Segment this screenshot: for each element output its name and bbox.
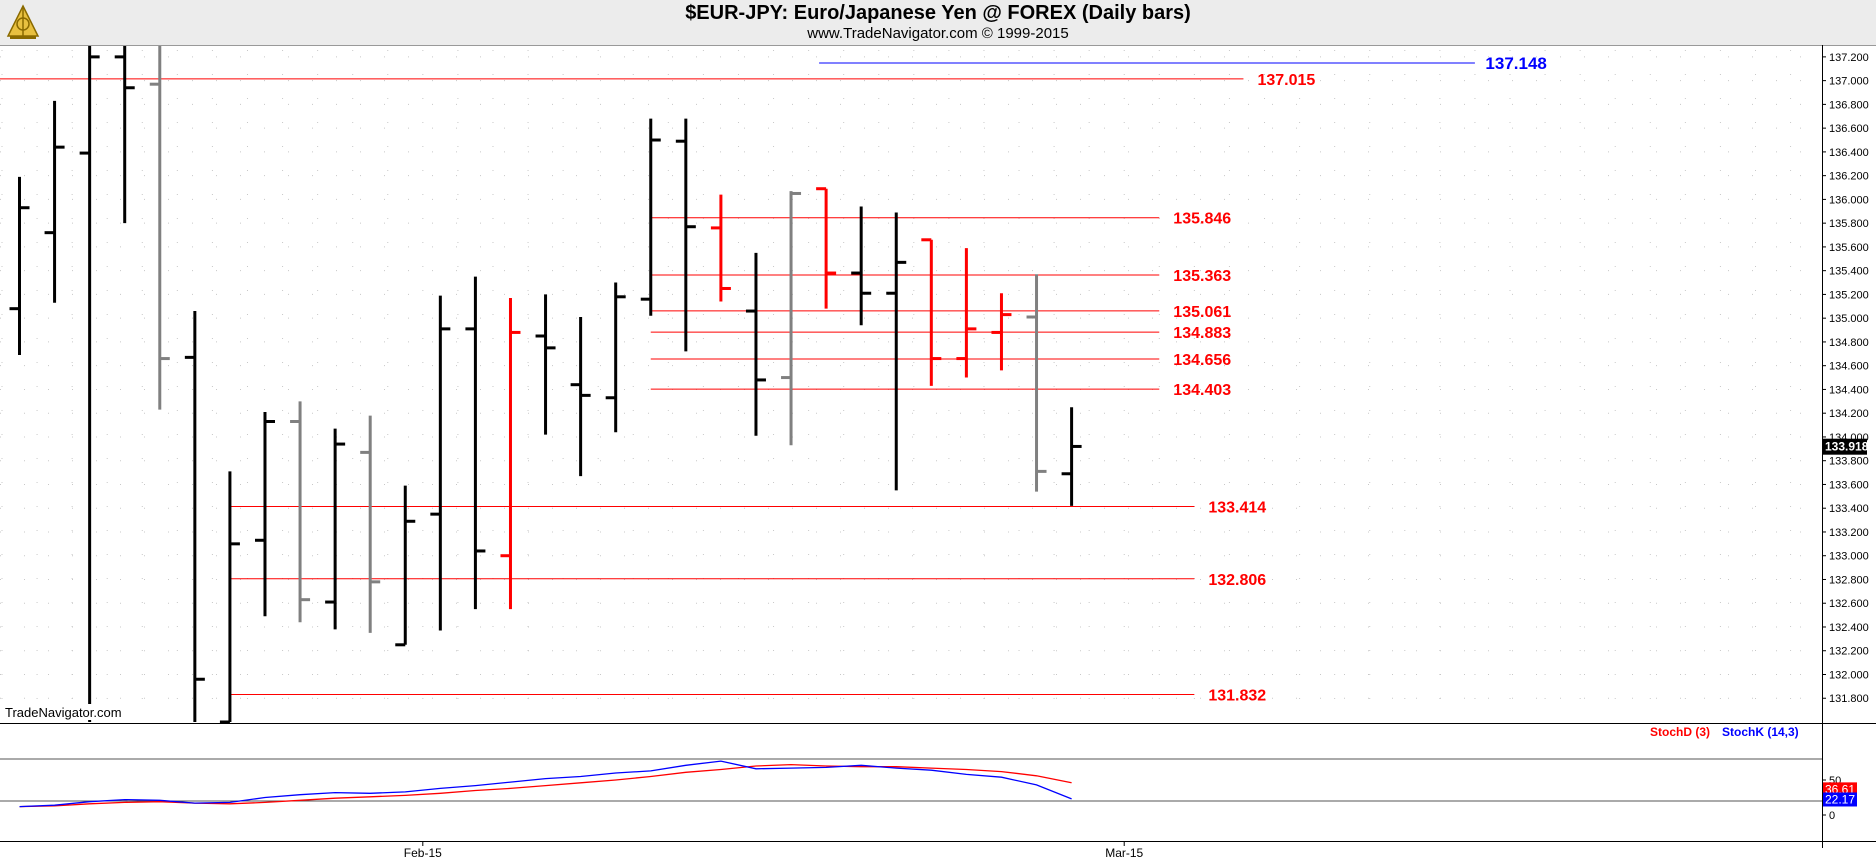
watermark-text: TradeNavigator.com bbox=[5, 705, 122, 720]
y-tick-label: 132.000 bbox=[1829, 669, 1869, 681]
stoch-legend-item: StochK (14,3) bbox=[1722, 725, 1799, 739]
ohlc-bar bbox=[921, 238, 942, 386]
y-tick-label: 136.200 bbox=[1829, 171, 1869, 183]
y-tick-label: 135.600 bbox=[1829, 242, 1869, 254]
ohlc-bar bbox=[430, 295, 451, 631]
x-tick-label: Mar-15 bbox=[1105, 846, 1143, 860]
tradenavigator-logo-icon bbox=[6, 4, 40, 39]
y-tick-label: 134.600 bbox=[1829, 361, 1869, 373]
ohlc-bar bbox=[816, 187, 837, 309]
stoch-series-line bbox=[19, 763, 1072, 808]
ohlc-bar bbox=[851, 206, 872, 326]
y-tick-label: 132.600 bbox=[1829, 598, 1869, 610]
y-tick-label: 134.200 bbox=[1829, 408, 1869, 420]
ohlc-bar bbox=[886, 212, 907, 491]
ohlc-bar bbox=[570, 316, 591, 477]
level-label: 137.015 bbox=[1257, 72, 1315, 89]
y-tick-label: 136.400 bbox=[1829, 147, 1869, 159]
level-label: 134.656 bbox=[1173, 352, 1231, 369]
ohlc-bar bbox=[640, 118, 661, 316]
ohlc-bar bbox=[500, 297, 521, 610]
y-tick-label: 137.000 bbox=[1829, 76, 1869, 88]
y-tick-label: 133.000 bbox=[1829, 551, 1869, 563]
level-label: 135.363 bbox=[1173, 268, 1231, 285]
last-price-box bbox=[1823, 438, 1867, 455]
y-tick-label: 134.400 bbox=[1829, 384, 1869, 396]
ohlc-bar bbox=[1026, 274, 1047, 492]
chart-subtitle: www.TradeNavigator.com © 1999-2015 bbox=[807, 25, 1069, 42]
stoch-legend-item: StochD (3) bbox=[1650, 725, 1710, 739]
high-level-label: 137.148 bbox=[1485, 54, 1546, 73]
ohlc-bar bbox=[465, 276, 486, 610]
chart-title: $EUR-JPY: Euro/Japanese Yen @ FOREX (Dai… bbox=[685, 2, 1191, 24]
y-tick-label: 132.400 bbox=[1829, 622, 1869, 634]
ohlc-bar bbox=[745, 252, 766, 436]
level-label: 132.806 bbox=[1208, 572, 1266, 589]
last-price-label: 133.918 bbox=[1825, 440, 1869, 454]
ohlc-bar bbox=[1061, 407, 1082, 506]
ohlc-bar bbox=[781, 191, 802, 446]
price-axis: 137.200 137.000 136.800 136.600 136.400 136.2… bbox=[2, 52, 1869, 720]
ohlc-bar bbox=[675, 118, 696, 352]
level-label: 135.846 bbox=[1173, 211, 1231, 228]
stoch-y-tick-label: 0 bbox=[1829, 810, 1835, 822]
ohlc-bar bbox=[114, 46, 135, 224]
stoch-series-line bbox=[19, 760, 1072, 808]
level-label: 131.832 bbox=[1208, 687, 1266, 704]
y-tick-label: 133.400 bbox=[1829, 503, 1869, 515]
ohlc-bar bbox=[9, 176, 30, 355]
stochK-value-box bbox=[1823, 792, 1857, 807]
ohlc-bar bbox=[149, 46, 170, 410]
y-tick-label: 133.600 bbox=[1829, 479, 1869, 491]
price-levels: 137.015 135.846 135.363 135.061 134.883 134.6… bbox=[0, 54, 1547, 704]
ohlc-bar bbox=[290, 401, 311, 623]
ohlc-bar bbox=[79, 46, 100, 722]
price-grid bbox=[0, 45, 1876, 848]
y-tick-label: 136.000 bbox=[1829, 194, 1869, 206]
y-tick-label: 135.400 bbox=[1829, 266, 1869, 278]
title-bar bbox=[0, 0, 1876, 45]
y-tick-label: 135.800 bbox=[1829, 218, 1869, 230]
y-tick-label: 132.200 bbox=[1829, 646, 1869, 658]
ohlc-bar bbox=[710, 194, 731, 302]
ohlc-bar bbox=[254, 412, 275, 617]
ohlc-bar bbox=[395, 485, 416, 647]
y-tick-label: 134.800 bbox=[1829, 337, 1869, 349]
ohlc-bar bbox=[360, 415, 381, 633]
y-tick-label: 136.800 bbox=[1829, 99, 1869, 111]
stochK-value-label: 22.17 bbox=[1825, 792, 1855, 806]
y-tick-label: 135.000 bbox=[1829, 313, 1869, 325]
ohlc-bar bbox=[535, 294, 556, 435]
watermark-bg bbox=[2, 704, 124, 720]
level-label: 134.883 bbox=[1173, 325, 1231, 342]
y-tick-label: 136.600 bbox=[1829, 123, 1869, 135]
x-axis: Feb-15 Mar-15 bbox=[404, 841, 1144, 860]
ohlc-bar bbox=[605, 282, 626, 433]
ohlc-bar bbox=[219, 471, 240, 724]
x-tick-label: Feb-15 bbox=[404, 846, 442, 860]
y-tick-label: 137.200 bbox=[1829, 52, 1869, 64]
y-tick-label: 133.800 bbox=[1829, 456, 1869, 468]
ohlc-bar bbox=[991, 293, 1012, 371]
level-label: 135.061 bbox=[1173, 304, 1231, 321]
ohlc-bar bbox=[44, 100, 65, 303]
ohlc-bar bbox=[325, 428, 346, 630]
level-label: 134.403 bbox=[1173, 382, 1231, 399]
y-tick-label: 135.200 bbox=[1829, 289, 1869, 301]
ohlc-bar bbox=[956, 248, 977, 378]
y-tick-label: 131.800 bbox=[1829, 693, 1869, 705]
level-label: 133.414 bbox=[1208, 500, 1266, 517]
ohlc-bar bbox=[184, 311, 205, 722]
price-bars bbox=[9, 46, 1082, 724]
y-tick-label: 133.200 bbox=[1829, 527, 1869, 539]
y-tick-label: 132.800 bbox=[1829, 574, 1869, 586]
